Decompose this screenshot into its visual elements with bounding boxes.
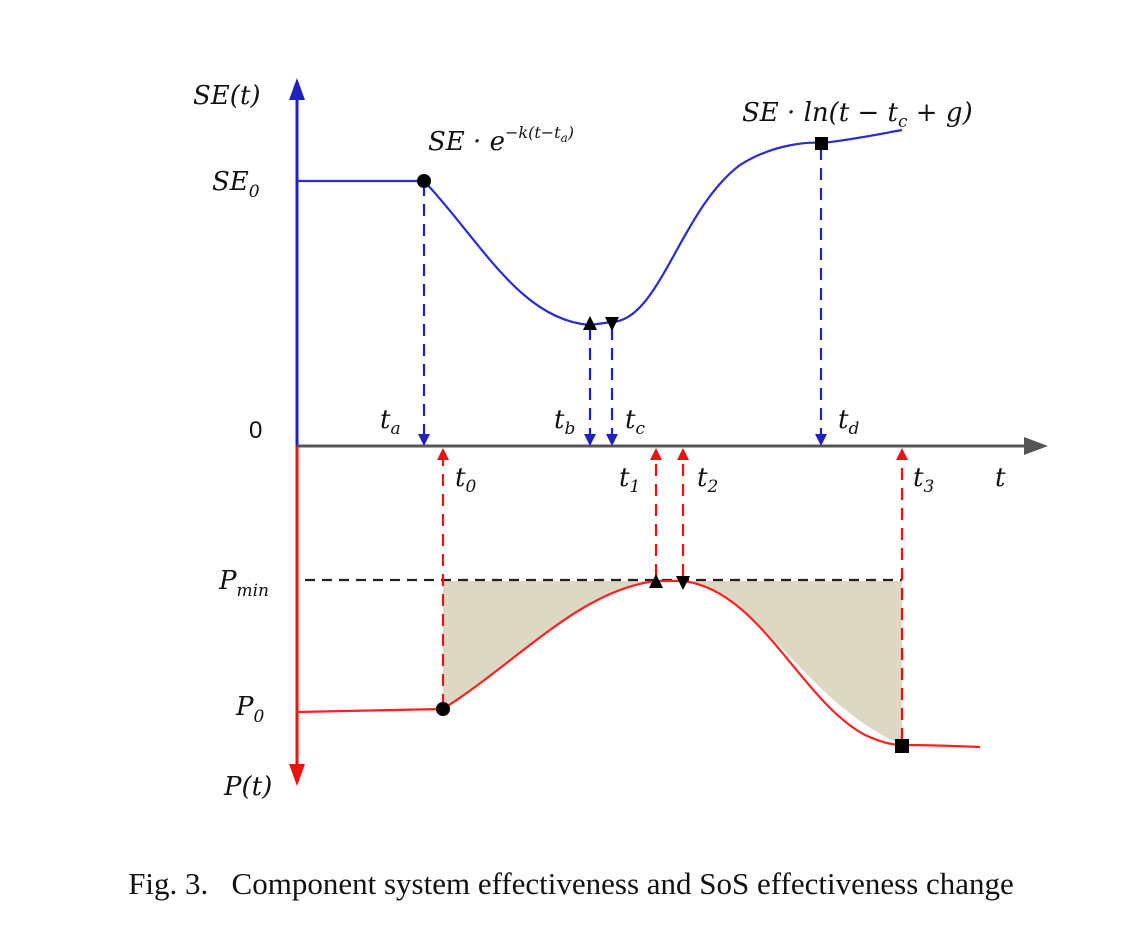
t1-label: t1 bbox=[619, 463, 640, 497]
figure-caption: Fig. 3. Component system effectiveness a… bbox=[128, 866, 1014, 901]
p-axis-label: P(t) bbox=[223, 772, 272, 802]
p-end-square bbox=[895, 739, 909, 753]
loss-area bbox=[443, 581, 656, 709]
t0-label: t0 bbox=[455, 463, 476, 497]
p-start-dot bbox=[436, 702, 450, 716]
decay-formula: SE · e−k(t−ta) bbox=[428, 123, 574, 157]
origin-label: 0 bbox=[249, 417, 262, 444]
se-axis-arrowhead bbox=[289, 78, 305, 100]
se-min-down-triangle bbox=[605, 317, 619, 331]
se-curve bbox=[297, 128, 903, 327]
t3-label: t3 bbox=[913, 463, 934, 497]
p0-label: P0 bbox=[235, 692, 265, 727]
t2-label: t2 bbox=[697, 463, 718, 497]
se-start-dot bbox=[417, 174, 431, 188]
se-recovery-square bbox=[815, 137, 828, 150]
effectiveness-diagram: SE(t) P(t) t 0 SE0 Pmin P0 SE · e−k(t−ta… bbox=[193, 78, 1048, 802]
p-max-down-triangle bbox=[676, 576, 690, 590]
se0-label: SE0 bbox=[212, 167, 260, 202]
ta-label: ta bbox=[380, 405, 401, 439]
pmin-label: Pmin bbox=[218, 566, 269, 601]
p-axis-arrowhead bbox=[289, 764, 305, 786]
loss-area-right bbox=[683, 581, 902, 745]
tc-label: tc bbox=[625, 405, 645, 439]
se-axis-label: SE(t) bbox=[193, 81, 261, 111]
se-min-up-triangle bbox=[583, 316, 597, 330]
time-axis-label: t bbox=[995, 463, 1006, 493]
p-max-up-triangle bbox=[649, 574, 663, 588]
tb-label: tb bbox=[554, 405, 575, 439]
time-axis-arrowhead bbox=[1024, 437, 1048, 455]
td-label: td bbox=[838, 405, 859, 439]
recovery-formula: SE · ln(t − tc + g) bbox=[742, 98, 973, 132]
